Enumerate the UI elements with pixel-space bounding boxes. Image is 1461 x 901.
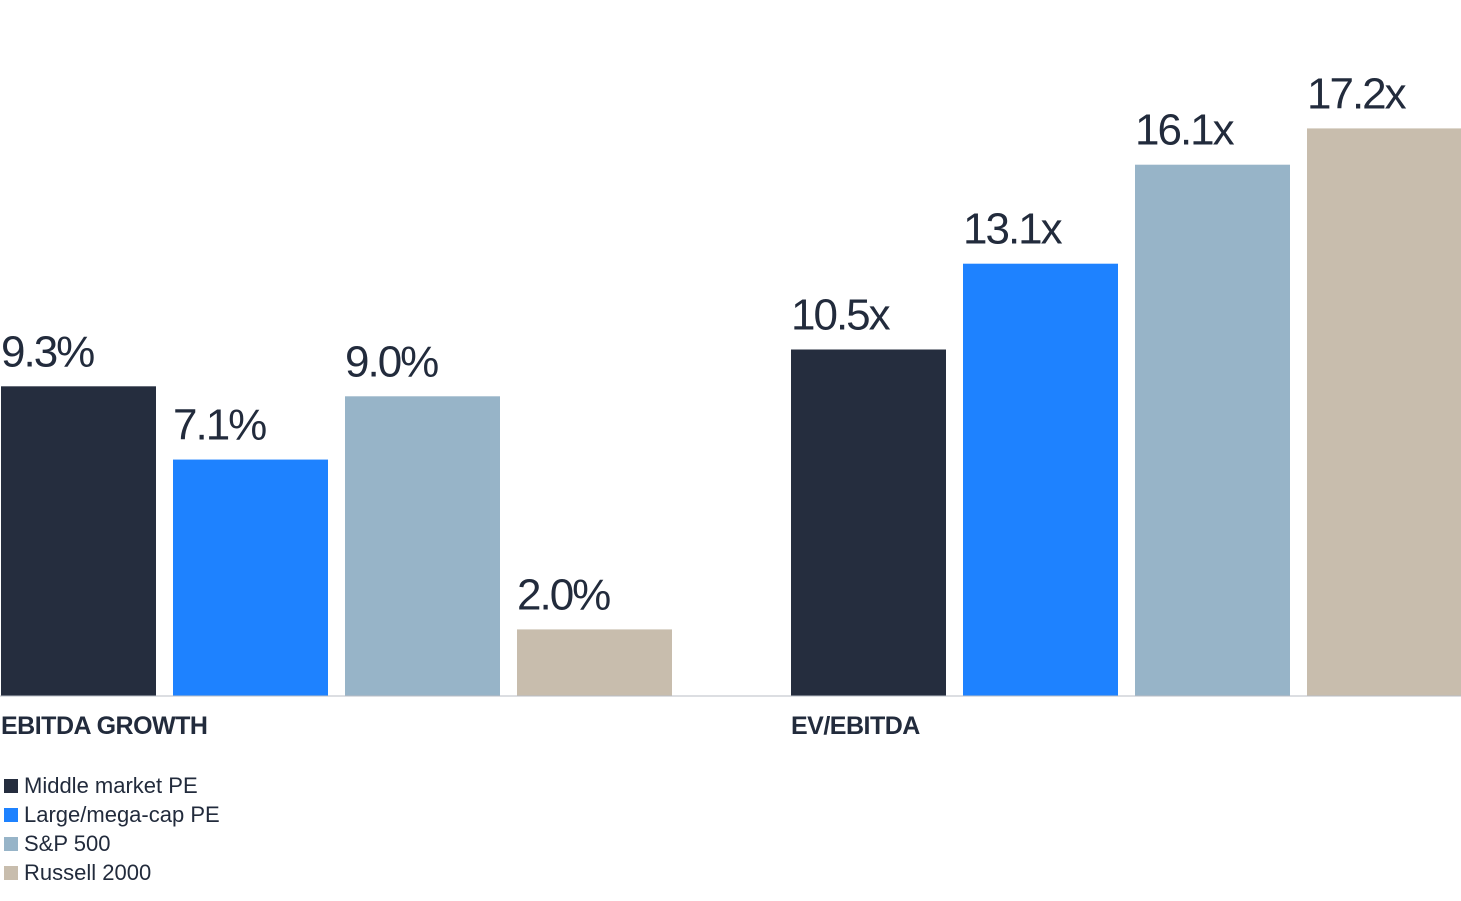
legend: Middle market PE Large/mega-cap PE S&P 5… (4, 771, 220, 887)
value-label-ebitda-growth-russell-2000: 2.0% (517, 570, 610, 619)
legend-item-sp-500: S&P 500 (4, 829, 220, 858)
value-label-ebitda-growth-large-mega-cap-pe: 7.1% (173, 401, 266, 450)
value-label-ev-ebitda-russell-2000: 17.2x (1307, 69, 1407, 118)
bar-ev-ebitda-s-p-500 (1135, 164, 1290, 696)
legend-item-middle-market-pe: Middle market PE (4, 771, 220, 800)
value-label-ebitda-growth-middle-market-pe: 9.3% (1, 327, 94, 376)
legend-label-middle-market-pe: Middle market PE (24, 772, 198, 798)
legend-swatch-sp-500 (4, 836, 18, 851)
value-label-ev-ebitda-middle-market-pe: 10.5x (791, 291, 891, 340)
bar-ebitda-growth-middle-market-pe (1, 386, 156, 696)
legend-label-sp-500: S&P 500 (24, 830, 111, 856)
bar-ev-ebitda-russell-2000 (1307, 128, 1461, 696)
bar-ebitda-growth-large-mega-cap-pe (173, 459, 328, 696)
legend-swatch-large-mega-cap-pe (4, 807, 18, 822)
value-label-ebitda-growth-s-p-500: 9.0% (345, 337, 438, 386)
category-label-ev-ebitda: EV/EBITDA (791, 712, 920, 740)
bars-layer (1, 128, 1461, 696)
legend-label-russell-2000: Russell 2000 (24, 859, 152, 885)
legend-label-large-mega-cap-pe: Large/mega-cap PE (24, 801, 220, 827)
legend-swatch-middle-market-pe (4, 778, 18, 793)
group-labels-layer: EBITDA GROWTH EV/EBITDA (1, 712, 921, 740)
bar-ebitda-growth-russell-2000 (517, 629, 672, 696)
legend-item-russell-2000: Russell 2000 (4, 858, 220, 887)
category-label-ebitda-growth: EBITDA GROWTH (1, 712, 207, 740)
value-label-ev-ebitda-large-mega-cap-pe: 13.1x (963, 205, 1063, 254)
value-label-ev-ebitda-s-p-500: 16.1x (1135, 106, 1235, 155)
legend-swatch-russell-2000 (4, 865, 18, 880)
value-labels-layer: 9.3% 7.1% 9.0% 2.0% 10.5x 13.1x 16.1x 17.2x (1, 69, 1409, 619)
bar-ev-ebitda-large-mega-cap-pe (963, 263, 1118, 696)
bar-ev-ebitda-middle-market-pe (791, 349, 946, 696)
bar-ebitda-growth-s-p-500 (345, 396, 500, 696)
legend-item-large-mega-cap-pe: Large/mega-cap PE (4, 800, 220, 829)
